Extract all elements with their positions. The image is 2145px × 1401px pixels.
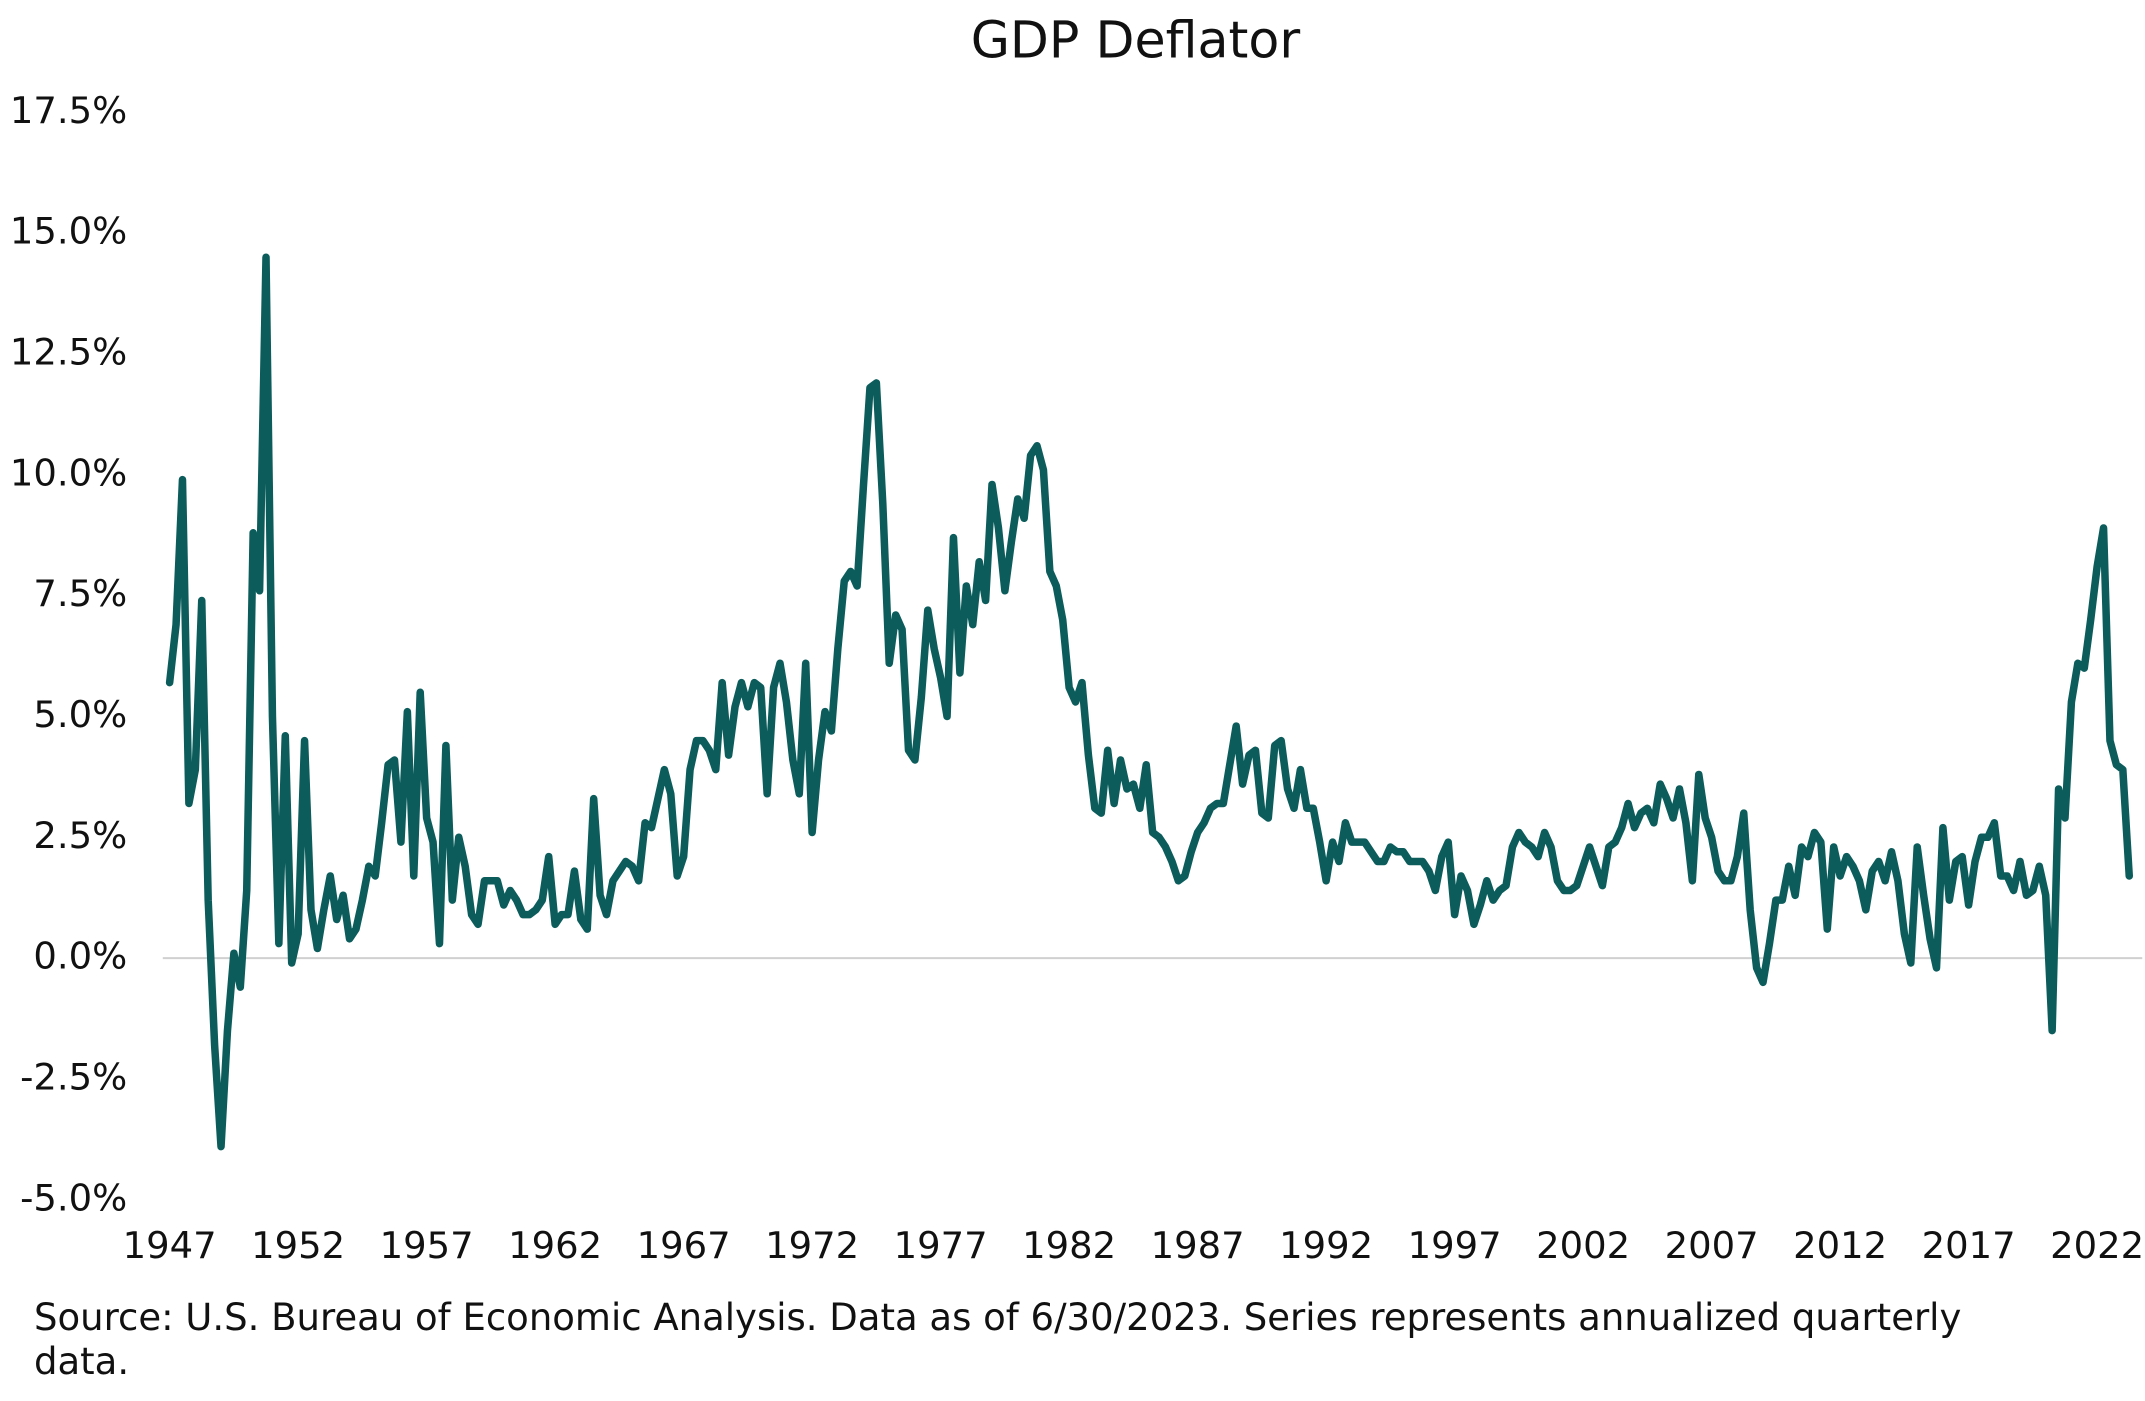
y-tick-label: 5.0% <box>33 693 127 736</box>
x-tick-label: 1992 <box>1279 1224 1373 1267</box>
x-tick-label: 1947 <box>123 1224 217 1267</box>
x-tick-label: 2007 <box>1665 1224 1759 1267</box>
x-tick-label: 1987 <box>1151 1224 1245 1267</box>
y-tick-label: -2.5% <box>20 1055 127 1098</box>
x-tick-label: 1962 <box>508 1224 602 1267</box>
y-tick-label: 7.5% <box>33 572 127 615</box>
x-tick-label: 1967 <box>637 1224 731 1267</box>
y-tick-label: 2.5% <box>33 814 127 857</box>
y-tick-label: 0.0% <box>33 935 127 978</box>
x-tick-label: 2012 <box>1793 1224 1887 1267</box>
data-line <box>165 253 2134 1151</box>
source-note: Source: U.S. Bureau of Economic Analysis… <box>34 1296 1962 1383</box>
x-tick-label: 1972 <box>765 1224 859 1267</box>
chart-title: GDP Deflator <box>971 10 1301 69</box>
x-tick-label: 1957 <box>380 1224 474 1267</box>
y-tick-label: 15.0% <box>10 210 127 253</box>
x-tick-label: 1952 <box>251 1224 345 1267</box>
y-tick-label: 12.5% <box>10 330 127 373</box>
y-tick-label: -5.0% <box>20 1176 127 1219</box>
y-tick-label: 10.0% <box>10 451 127 494</box>
x-tick-label: 2017 <box>1922 1224 2016 1267</box>
x-tick-label: 2002 <box>1536 1224 1630 1267</box>
x-tick-label: 1997 <box>1408 1224 1502 1267</box>
x-tick-label: 1977 <box>894 1224 988 1267</box>
y-tick-label: 17.5% <box>10 89 127 132</box>
x-tick-label: 1982 <box>1022 1224 1116 1267</box>
x-tick-label: 2022 <box>2050 1224 2144 1267</box>
